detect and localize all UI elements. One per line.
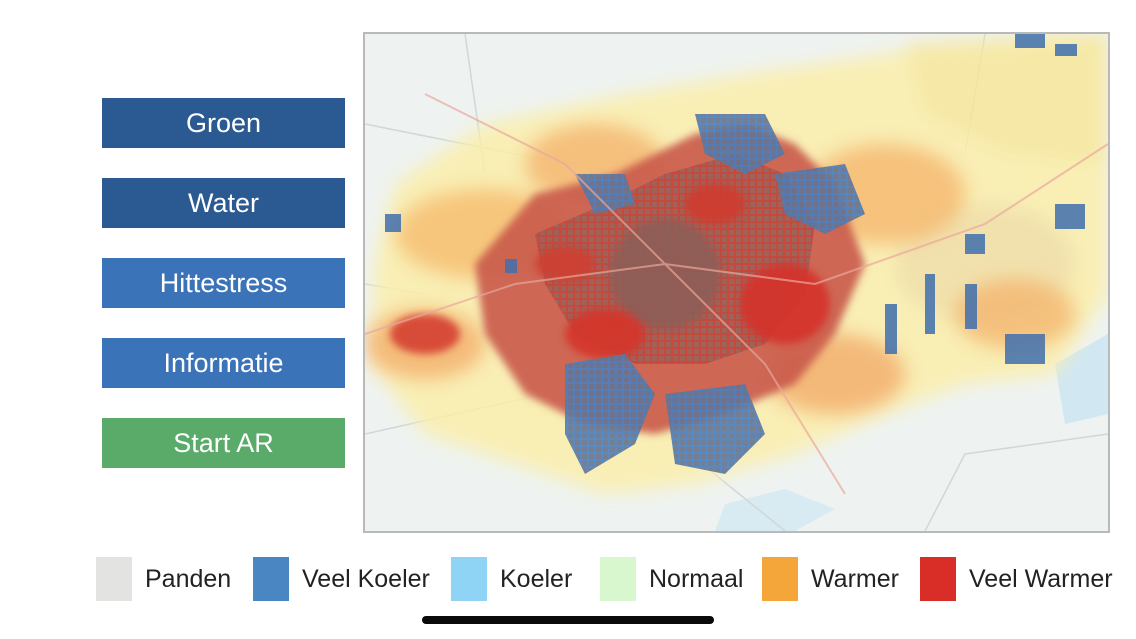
map-legend: Panden Veel Koeler Koeler Normaal Warmer… (96, 556, 1116, 602)
legend-label-panden: Panden (145, 564, 232, 593)
legend-swatch-veel-warmer (920, 557, 956, 601)
legend-label-veel-koeler: Veel Koeler (302, 564, 430, 593)
heat-stress-map[interactable] (363, 32, 1110, 533)
start-ar-button[interactable]: Start AR (102, 418, 345, 468)
legend-item-veel-warmer: Veel Warmer (920, 556, 1113, 602)
home-indicator[interactable] (422, 616, 714, 624)
legend-item-panden: Panden (96, 556, 231, 602)
legend-label-warmer: Warmer (811, 564, 899, 593)
legend-item-veel-koeler: Veel Koeler (253, 556, 430, 602)
legend-label-koeler: Koeler (500, 564, 573, 593)
legend-item-warmer: Warmer (762, 556, 899, 602)
informatie-button[interactable]: Informatie (102, 338, 345, 388)
legend-swatch-normaal (600, 557, 636, 601)
hittestress-button[interactable]: Hittestress (102, 258, 345, 308)
legend-swatch-koeler (451, 557, 487, 601)
legend-swatch-warmer (762, 557, 798, 601)
legend-item-koeler: Koeler (451, 556, 572, 602)
legend-label-veel-warmer: Veel Warmer (969, 564, 1113, 593)
legend-label-normaal: Normaal (649, 564, 744, 593)
legend-item-normaal: Normaal (600, 556, 743, 602)
legend-swatch-veel-koeler (253, 557, 289, 601)
map-image (365, 34, 1108, 531)
water-button[interactable]: Water (102, 178, 345, 228)
legend-swatch-panden (96, 557, 132, 601)
groen-button[interactable]: Groen (102, 98, 345, 148)
